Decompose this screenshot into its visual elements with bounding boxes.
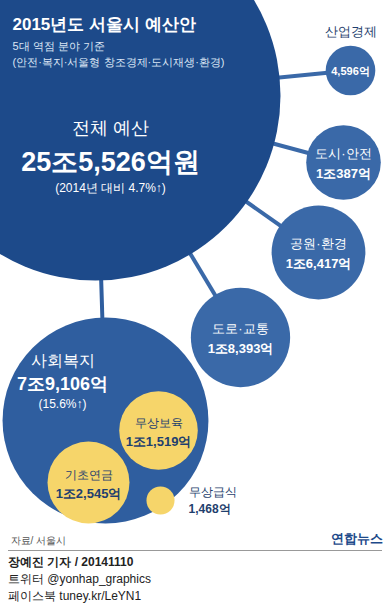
- svg-text:무상보육: 무상보육: [135, 416, 183, 430]
- svg-text:1조387억: 1조387억: [316, 166, 371, 181]
- html-text:페이스북 tuney.kr/LeYN1: 페이스북 tuney.kr/LeYN1: [8, 589, 142, 603]
- svg-text:1,468억: 1,468억: [189, 502, 231, 516]
- svg-text:5대 역점 분야 기준: 5대 역점 분야 기준: [13, 40, 105, 52]
- svg-text:2015년도 서울시 예산안: 2015년도 서울시 예산안: [13, 15, 196, 34]
- svg-text:25조5,526억원: 25조5,526억원: [21, 147, 200, 177]
- svg-text:기초연금: 기초연금: [65, 468, 113, 482]
- svg-text:공원·환경: 공원·환경: [290, 236, 346, 251]
- svg-text:(15.6%↑): (15.6%↑): [38, 397, 86, 411]
- svg-text:연합뉴스: 연합뉴스: [331, 531, 383, 546]
- svg-text:자료/ 서울시: 자료/ 서울시: [11, 535, 67, 546]
- html-text:장예진 기자 / 20141110: 장예진 기자 / 20141110: [8, 555, 134, 569]
- svg-text:산업경제: 산업경제: [325, 24, 377, 39]
- svg-text:1조1,519억: 1조1,519억: [126, 434, 192, 449]
- svg-text:(안전·복지·서울형 창조경제·도시재생·환경): (안전·복지·서울형 창조경제·도시재생·환경): [13, 56, 225, 68]
- svg-text:무상급식: 무상급식: [189, 485, 237, 499]
- svg-text:4,596억: 4,596억: [331, 65, 370, 77]
- svg-text:도시·안전: 도시·안전: [315, 146, 371, 161]
- svg-text:사회복지: 사회복지: [31, 352, 95, 369]
- html-text:트위터 @yonhap_graphics: 트위터 @yonhap_graphics: [8, 572, 151, 586]
- svg-text:1조6,417억: 1조6,417억: [286, 256, 352, 271]
- svg-text:(2014년 대비 4.7%↑): (2014년 대비 4.7%↑): [55, 181, 166, 195]
- svg-text:도로·교통: 도로·교통: [212, 321, 268, 336]
- svg-text:7조9,106억: 7조9,106억: [17, 374, 108, 394]
- svg-text:1조8,393억: 1조8,393억: [208, 341, 274, 356]
- svg-text:전체 예산: 전체 예산: [72, 118, 149, 138]
- svg-text:1조2,545억: 1조2,545억: [56, 486, 122, 501]
